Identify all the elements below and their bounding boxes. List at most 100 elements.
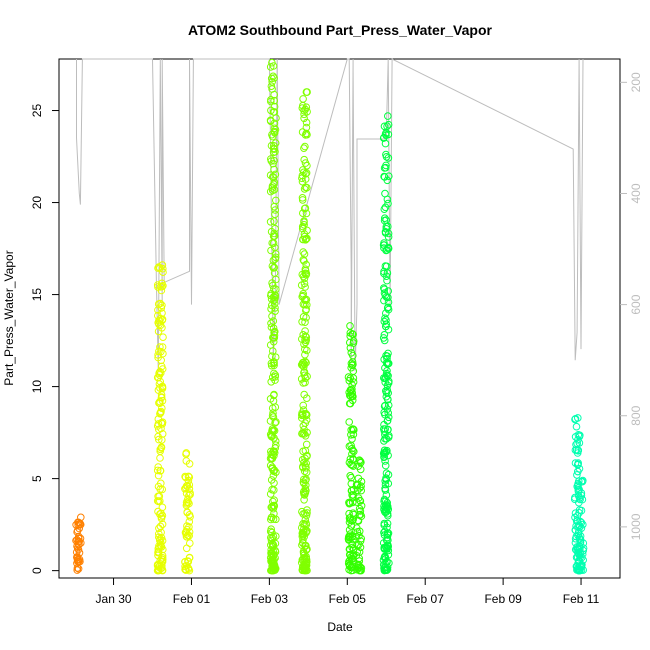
data-point-4-113	[301, 204, 310, 212]
data-point-3-122	[267, 141, 276, 150]
data-point-3-228	[268, 352, 276, 361]
data-point-1-33	[159, 264, 167, 273]
data-point-1-135	[157, 424, 165, 433]
data-point-9-37	[575, 550, 583, 559]
data-point-3-201	[270, 391, 278, 400]
data-point-3-59	[271, 419, 279, 427]
data-point-3-175	[270, 90, 279, 99]
data-point-7-139	[380, 374, 388, 382]
y2-tick-label-1: 400	[629, 183, 643, 203]
data-point-4-182	[303, 506, 311, 514]
data-point-7-4	[383, 519, 392, 528]
data-point-9-28	[577, 477, 586, 486]
data-point-8-37	[571, 513, 579, 522]
data-point-4-192	[302, 129, 311, 138]
data-point-3-247	[271, 304, 279, 312]
data-point-4-185	[301, 336, 309, 344]
data-point-6-53	[355, 531, 363, 540]
data-point-2-30	[183, 508, 191, 517]
data-point-4-187	[299, 248, 308, 256]
data-point-4-223	[300, 340, 308, 349]
data-point-4-227	[301, 266, 310, 275]
y-axis: 0 5 10 15 20 25	[30, 104, 59, 574]
data-point-5-77	[346, 455, 355, 463]
data-point-4-35	[302, 118, 311, 127]
data-point-6-49	[355, 557, 364, 565]
data-point-4-190	[300, 217, 308, 225]
data-point-4-157	[300, 144, 308, 152]
data-point-1-136	[155, 347, 163, 356]
data-point-2-56	[182, 528, 190, 536]
data-point-3-200	[269, 413, 278, 421]
data-point-5-0	[346, 322, 354, 330]
data-point-1-112	[154, 497, 163, 506]
data-point-3-12	[268, 411, 277, 420]
data-point-5-89	[348, 389, 357, 397]
data-point-3-243	[270, 426, 279, 435]
data-point-2-27	[186, 539, 194, 548]
points-layer	[72, 58, 588, 575]
data-point-5-48	[347, 566, 355, 575]
y2-axis: 200 400 600 800 1000	[620, 72, 643, 540]
data-point-4-82	[301, 454, 309, 463]
data-point-4-139	[299, 401, 308, 410]
data-point-5-98	[348, 517, 357, 525]
data-point-6-52	[354, 517, 363, 525]
data-point-4-188	[303, 234, 311, 243]
y-tick-label-0: 0	[30, 567, 44, 574]
data-point-3-236	[267, 157, 276, 165]
data-point-2-47	[182, 566, 190, 574]
data-point-1-145	[154, 327, 163, 336]
data-point-7-0	[384, 112, 392, 120]
data-point-3-222	[269, 472, 278, 480]
data-point-3-240	[271, 546, 280, 555]
data-point-7-220	[382, 309, 390, 318]
data-point-8-66	[571, 415, 579, 424]
data-point-1-55	[156, 522, 165, 531]
data-point-4-233	[302, 558, 311, 566]
x-axis: Jan 30 Feb 01 Feb 03 Feb 05 Feb 07 Feb 09 Feb …	[96, 578, 600, 606]
data-point-1-123	[154, 548, 162, 556]
data-point-7-217	[382, 359, 391, 367]
data-point-4-58	[300, 274, 309, 283]
data-point-4-177	[299, 429, 308, 437]
data-point-7-180	[380, 497, 388, 506]
data-point-1-97	[159, 333, 167, 342]
data-point-4-200	[302, 358, 310, 367]
data-point-2-40	[186, 490, 194, 499]
data-point-3-146	[272, 532, 280, 541]
data-point-3-73	[269, 72, 277, 81]
data-point-1-4	[155, 263, 163, 271]
data-point-0-12	[75, 519, 84, 528]
data-point-3-131	[271, 373, 280, 381]
data-point-8-41	[574, 460, 582, 469]
data-point-0-34	[74, 541, 83, 549]
data-point-7-152	[383, 416, 392, 425]
data-point-7-212	[382, 316, 390, 324]
data-point-7-177	[380, 205, 389, 213]
data-point-3-186	[271, 206, 280, 214]
x-tick-label-4: Feb 07	[407, 592, 445, 606]
data-point-3-218	[268, 130, 276, 139]
data-point-1-119	[153, 497, 162, 505]
y-tick-label-2: 10	[30, 380, 44, 394]
data-point-1-142	[156, 343, 164, 351]
data-point-8-55	[575, 477, 583, 486]
data-point-3-204	[266, 171, 275, 179]
data-point-7-221	[381, 228, 390, 236]
data-point-1-138	[156, 397, 164, 406]
data-point-3-213	[267, 476, 276, 484]
data-point-7-167	[384, 244, 393, 253]
data-point-7-207	[382, 131, 390, 139]
data-point-7-154	[385, 172, 393, 180]
data-point-2-50	[185, 511, 194, 519]
data-point-3-202	[269, 317, 278, 325]
data-point-7-214	[381, 448, 389, 457]
data-point-2-29	[182, 450, 190, 458]
data-point-3-53	[268, 485, 276, 494]
data-point-3-50	[271, 224, 279, 233]
data-point-1-128	[156, 283, 165, 291]
data-point-5-119	[347, 473, 356, 482]
data-point-3-237	[268, 425, 277, 433]
